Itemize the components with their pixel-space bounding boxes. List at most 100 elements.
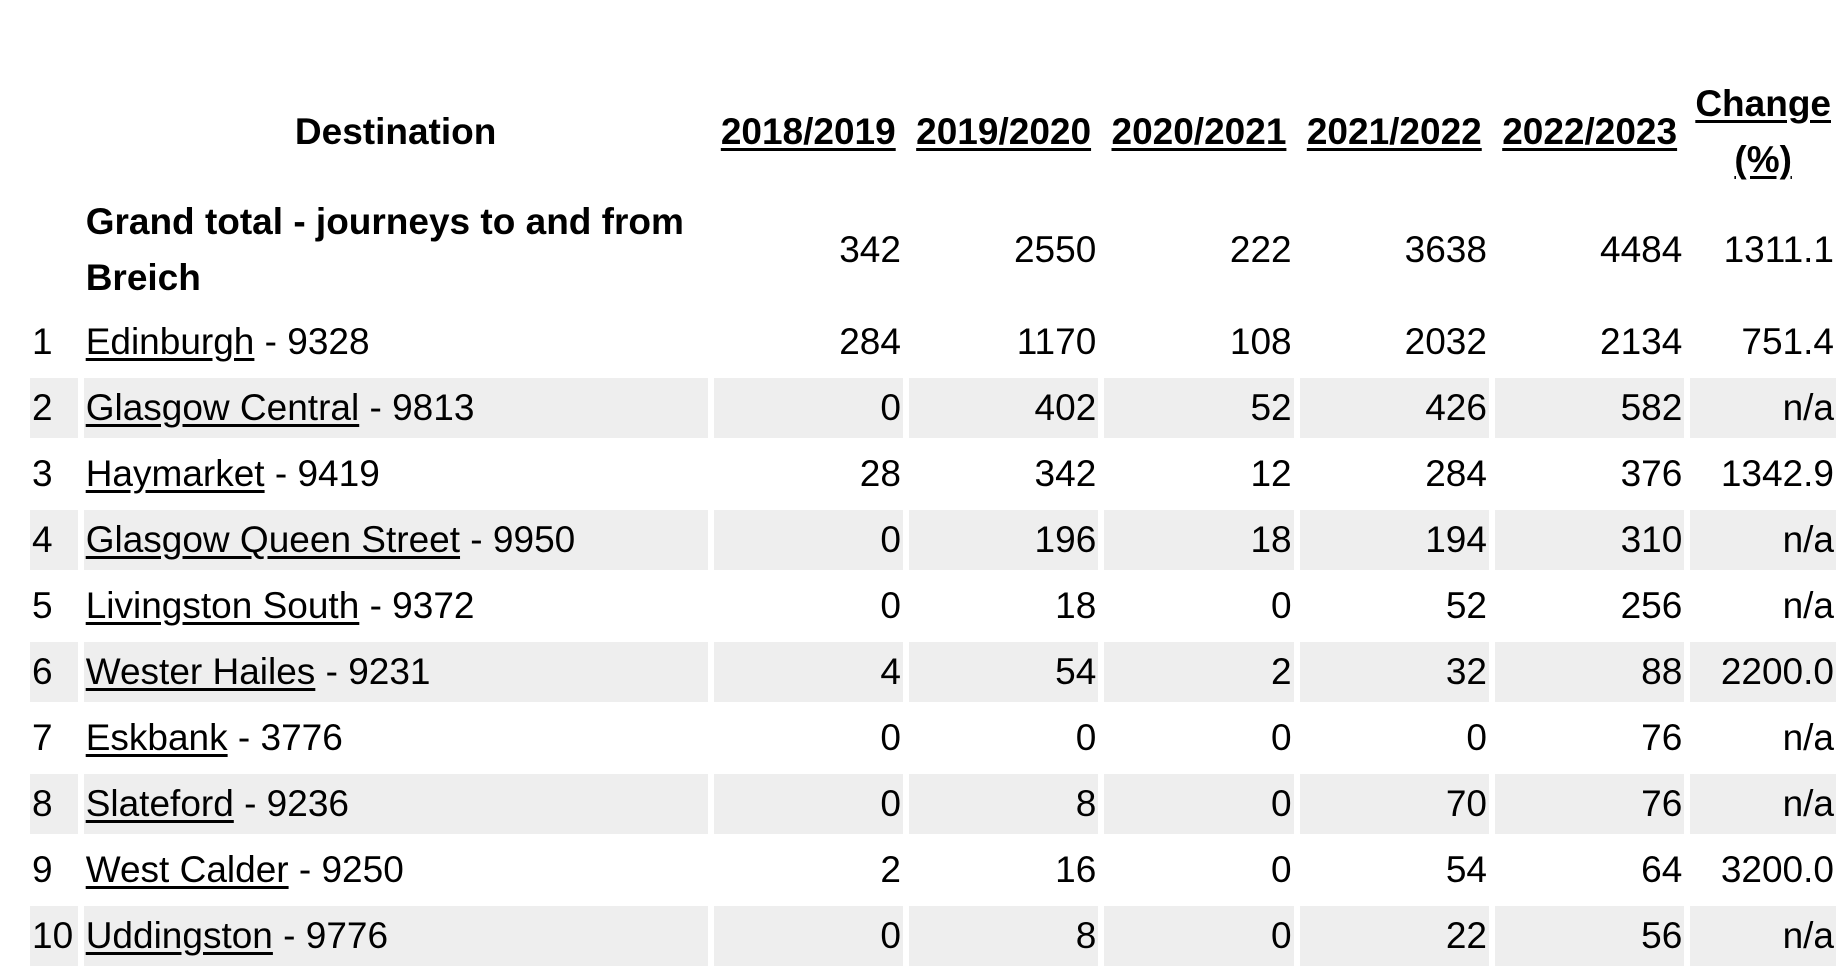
value-cell: 256 xyxy=(1620,585,1683,626)
journeys-table-container: Destination 2018/2019 2019/2020 2020/202… xyxy=(24,70,1842,972)
table-row: 8 Slateford - 9236 0 8 0 70 76 n/a xyxy=(30,774,1836,834)
year-header-2020-2021[interactable]: 2020/2021 xyxy=(1104,76,1293,188)
station-link[interactable]: Glasgow Central xyxy=(85,387,360,428)
change-cell: n/a xyxy=(1782,585,1834,626)
value-cell: 196 xyxy=(908,510,1099,570)
value-cell: 28 xyxy=(859,453,901,494)
value-cell: 0 xyxy=(880,717,901,758)
value-cell: 0 xyxy=(1075,717,1097,758)
destination-cell: Uddingston - 9776 xyxy=(83,906,708,966)
change-cell: 3200.0 xyxy=(1720,849,1834,890)
station-link[interactable]: Haymarket xyxy=(85,453,265,494)
change-header[interactable]: Change (%) xyxy=(1690,76,1836,188)
year-header-2019-2020[interactable]: 2019/2020 xyxy=(909,76,1098,188)
change-cell: n/a xyxy=(1690,774,1836,834)
grand-total-row: Grand total - journeys to and from Breic… xyxy=(30,194,1836,306)
value-cell: 16 xyxy=(1055,849,1097,890)
value-cell: 76 xyxy=(1494,774,1685,834)
table-row: 9 West Calder - 9250 2 16 0 54 64 3200.0 xyxy=(30,840,1836,900)
station-code: - 9372 xyxy=(359,585,475,626)
value-cell: 8 xyxy=(908,906,1099,966)
value-cell: 2 xyxy=(1104,642,1294,702)
table-row: 2 Glasgow Central - 9813 0 402 52 426 582 n/a xyxy=(30,378,1836,438)
destination-cell: Glasgow Queen Street - 9950 xyxy=(83,510,708,570)
year-header-2022-2023[interactable]: 2022/2023 xyxy=(1495,76,1684,188)
value-cell: 376 xyxy=(1620,453,1683,494)
sort-link[interactable]: 2020/2021 xyxy=(1111,111,1287,152)
value-cell: 54 xyxy=(1445,849,1487,890)
total-value-cell: 3638 xyxy=(1404,229,1487,270)
total-value-cell: 4484 xyxy=(1600,229,1683,270)
value-cell: 0 xyxy=(1104,906,1294,966)
destination-header: Destination xyxy=(294,111,497,152)
station-link[interactable]: Wester Hailes xyxy=(85,651,316,692)
station-link[interactable]: Edinburgh xyxy=(85,321,255,362)
station-code: - 9250 xyxy=(288,849,404,890)
value-cell: 52 xyxy=(1445,585,1487,626)
total-value-cell: 222 xyxy=(1229,229,1292,270)
rank-cell: 6 xyxy=(30,642,78,702)
grand-total-label: Grand total - journeys to and from Breic… xyxy=(85,201,684,298)
value-cell: 426 xyxy=(1299,378,1489,438)
station-link[interactable]: Eskbank xyxy=(85,717,228,758)
table-row: 1 Edinburgh - 9328 284 1170 108 2032 2134 751.4 xyxy=(30,312,1836,372)
value-cell: 402 xyxy=(908,378,1099,438)
station-code: - 9813 xyxy=(359,387,475,428)
change-header-line2[interactable]: (%) xyxy=(1734,139,1792,180)
change-cell: n/a xyxy=(1782,717,1834,758)
value-cell: 88 xyxy=(1494,642,1685,702)
value-cell: 2134 xyxy=(1600,321,1683,362)
value-cell: 342 xyxy=(1034,453,1097,494)
year-header-2018-2019[interactable]: 2018/2019 xyxy=(714,76,903,188)
change-header-line1[interactable]: Change xyxy=(1695,83,1831,124)
value-cell: 1170 xyxy=(1016,321,1097,362)
header-row: Destination 2018/2019 2019/2020 2020/202… xyxy=(30,76,1836,188)
value-cell: 284 xyxy=(1425,453,1487,494)
value-cell: 76 xyxy=(1641,717,1683,758)
change-cell: n/a xyxy=(1690,378,1836,438)
station-code: - 3776 xyxy=(227,717,343,758)
rank-cell xyxy=(30,194,78,306)
journeys-table: Destination 2018/2019 2019/2020 2020/202… xyxy=(24,70,1842,972)
value-cell: 284 xyxy=(839,321,901,362)
value-cell: 108 xyxy=(1229,321,1292,362)
sort-link[interactable]: 2022/2023 xyxy=(1502,111,1678,152)
destination-cell: Edinburgh - 9328 xyxy=(84,312,708,372)
value-cell: 0 xyxy=(1271,585,1292,626)
rank-cell: 5 xyxy=(32,585,53,626)
sort-link[interactable]: 2019/2020 xyxy=(916,111,1092,152)
rank-cell: 2 xyxy=(30,378,78,438)
rank-header xyxy=(30,76,78,188)
station-code: - 9419 xyxy=(264,453,380,494)
station-link[interactable]: Uddingston xyxy=(85,915,273,956)
station-link[interactable]: Livingston South xyxy=(85,585,360,626)
station-link[interactable]: West Calder xyxy=(85,849,289,890)
value-cell: 18 xyxy=(1055,585,1097,626)
value-cell: 52 xyxy=(1104,378,1294,438)
value-cell: 0 xyxy=(1271,849,1292,890)
value-cell: 0 xyxy=(713,510,903,570)
destination-cell: Glasgow Central - 9813 xyxy=(83,378,708,438)
sort-link[interactable]: 2018/2019 xyxy=(720,111,896,152)
value-cell: 0 xyxy=(713,378,903,438)
destination-cell: Haymarket - 9419 xyxy=(84,444,708,504)
value-cell: 0 xyxy=(1104,774,1294,834)
year-header-2021-2022[interactable]: 2021/2022 xyxy=(1300,76,1489,188)
total-change-cell: 1311.1 xyxy=(1723,229,1834,270)
station-link[interactable]: Slateford xyxy=(85,783,234,824)
value-cell: 0 xyxy=(1466,717,1487,758)
value-cell: 0 xyxy=(880,585,901,626)
rank-cell: 9 xyxy=(32,849,53,890)
station-link[interactable]: Glasgow Queen Street xyxy=(85,519,461,560)
destination-cell: Livingston South - 9372 xyxy=(84,576,708,636)
value-cell: 0 xyxy=(713,774,903,834)
rank-cell: 3 xyxy=(32,453,53,494)
value-cell: 12 xyxy=(1250,453,1292,494)
value-cell: 2032 xyxy=(1404,321,1487,362)
table-row: 10 Uddingston - 9776 0 8 0 22 56 n/a xyxy=(30,906,1836,966)
value-cell: 2 xyxy=(880,849,901,890)
sort-link[interactable]: 2021/2022 xyxy=(1306,111,1482,152)
rank-cell: 1 xyxy=(32,321,53,362)
table-row: 4 Glasgow Queen Street - 9950 0 196 18 194 310… xyxy=(30,510,1836,570)
change-cell: n/a xyxy=(1690,510,1836,570)
